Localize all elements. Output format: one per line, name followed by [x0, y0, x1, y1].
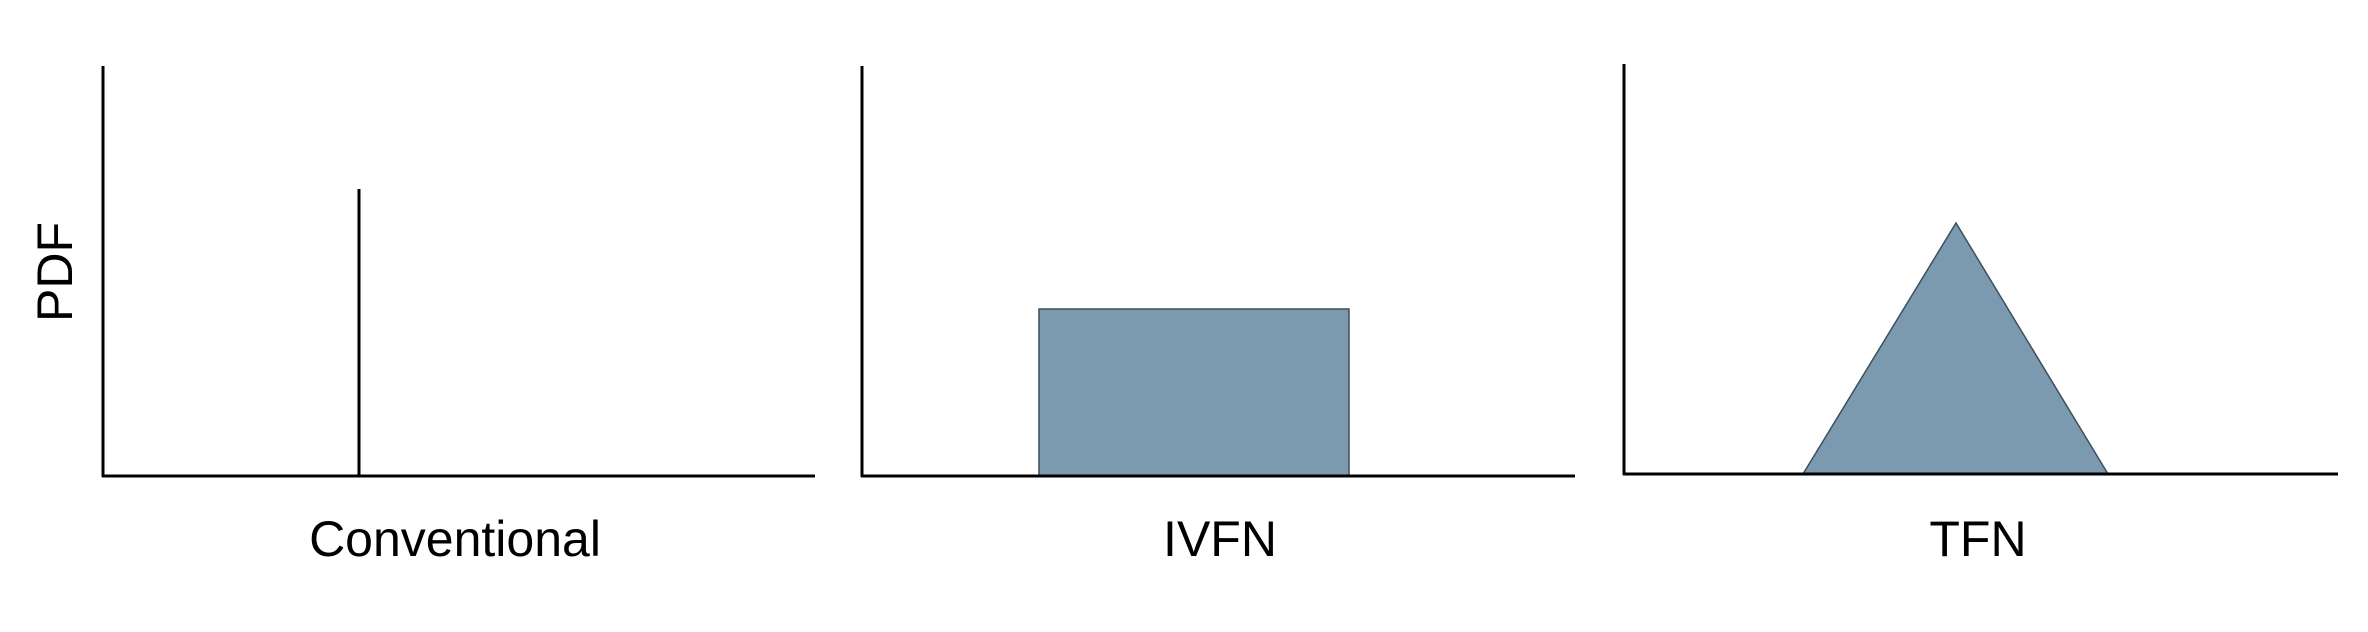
- panel-ivfn: IVFN: [860, 66, 1575, 567]
- panel-label-ivfn: IVFN: [1163, 511, 1277, 567]
- panel-tfn: TFN: [1622, 64, 2338, 567]
- panel-label-tfn: TFN: [1929, 511, 2026, 567]
- y-axis-label: PDF: [27, 222, 83, 322]
- panel-label-conventional: Conventional: [309, 511, 601, 567]
- uniform-rectangle: [1038, 308, 1350, 477]
- panel-conventional: Conventional: [101, 66, 815, 567]
- triangle-shape: [1801, 221, 2110, 475]
